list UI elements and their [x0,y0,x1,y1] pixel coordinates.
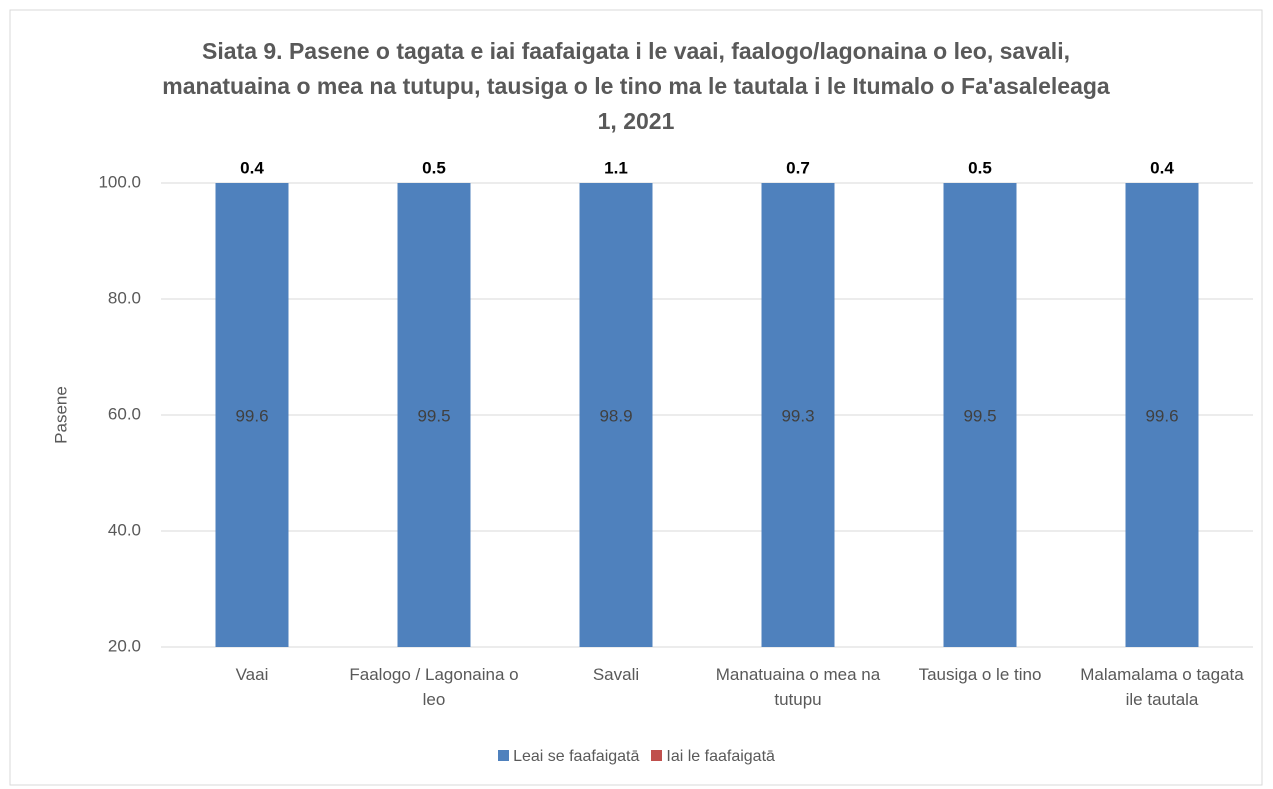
x-tick-label: Manatuaina o mea na tutupu [715,665,881,709]
bar-segment [215,183,289,647]
x-tick-label: Savali [592,665,640,684]
value-label: 0.7 [786,158,810,177]
value-label: 0.5 [422,158,446,177]
x-tick-label: Tausiga o le tino [918,665,1042,684]
y-tick-label: 40.0 [108,520,141,539]
y-tick-label: 60.0 [108,404,141,423]
value-label: 99.3 [781,406,814,425]
value-label: 98.9 [599,406,632,425]
value-label: 99.6 [235,406,268,425]
bar-segment [397,183,471,647]
legend-swatch [498,750,510,761]
bar-segment [943,183,1017,647]
legend-swatch [651,750,663,761]
x-tick-label: Malamalama o tagata ile tautala [1080,665,1244,709]
bar-segment [761,183,835,647]
legend-item: Leai se faafaigatā [498,748,639,765]
legend: Leai se faafaigatā Iai le faafaigatā [0,748,1273,766]
y-axis-label: Pasene [51,386,70,444]
bar-segment [1125,183,1199,647]
legend-label: Iai le faafaigatā [666,748,775,765]
x-tick-label: Vaai [235,665,269,684]
chart-title: Siata 9. Pasene o tagata e iai faafaigat… [162,38,1110,134]
legend-item: Iai le faafaigatā [651,748,775,765]
y-tick-label: 100.0 [98,172,141,191]
value-label: 99.6 [1145,406,1178,425]
bar-segment [579,183,653,647]
value-label: 99.5 [963,406,996,425]
y-tick-label: 80.0 [108,288,141,307]
value-label: 0.5 [968,158,992,177]
x-tick-label: Faalogo / Lagonaina o leo [349,665,519,709]
legend-label: Leai se faafaigatā [513,748,640,765]
value-label: 0.4 [240,158,264,177]
value-label: 99.5 [417,406,450,425]
value-label: 0.4 [1150,158,1174,177]
value-label: 1.1 [604,158,628,177]
y-tick-label: 20.0 [108,636,141,655]
